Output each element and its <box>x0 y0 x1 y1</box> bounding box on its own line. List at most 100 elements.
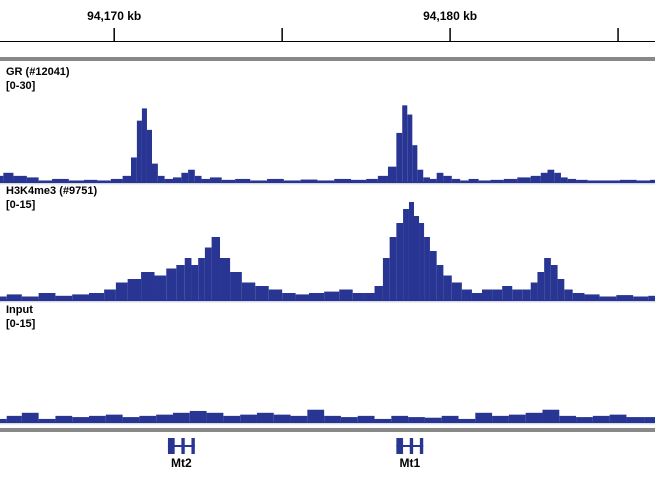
signal-bar <box>334 178 352 182</box>
signal-bar <box>189 410 207 422</box>
signal-bar <box>389 237 397 300</box>
signal-bar <box>72 294 90 300</box>
signal-bar <box>417 169 424 182</box>
signal-bar <box>122 417 140 422</box>
signal-bar <box>154 275 167 300</box>
signal-bar <box>38 418 56 422</box>
signal-bar <box>307 409 325 422</box>
signal-bar <box>560 177 568 182</box>
signal-bar <box>550 265 558 300</box>
signal-bar <box>352 293 365 300</box>
signal-bar <box>209 177 222 182</box>
signal-bar <box>564 289 573 300</box>
signal-bar <box>181 172 189 182</box>
signal-bar <box>184 258 192 300</box>
signal-bar <box>530 175 541 182</box>
signal-bar <box>211 237 221 300</box>
signal-bar <box>366 178 378 182</box>
signal-bar <box>572 293 585 300</box>
signal-bar <box>492 415 509 422</box>
ruler-tick-label: 94,170 kb <box>87 9 141 23</box>
track-range: [0-15] <box>6 199 36 211</box>
signal-bar <box>576 179 588 182</box>
signal-bar <box>576 417 593 422</box>
signal-bar <box>131 157 137 182</box>
signal-bar <box>592 415 610 422</box>
signal-bar <box>503 178 518 182</box>
signal-bar <box>110 178 123 182</box>
signal-bar <box>443 275 452 300</box>
signal-bar <box>377 175 388 182</box>
signal-bar <box>300 179 318 182</box>
signal-bar <box>522 289 531 300</box>
signal-bar <box>468 178 479 182</box>
track-name: Input <box>6 304 33 316</box>
signal-bar <box>283 180 301 182</box>
gene-0: Mt2 <box>167 438 195 470</box>
signal-bar <box>508 414 526 422</box>
signal-bar <box>166 268 177 300</box>
signal-bar <box>176 265 185 300</box>
signal-bar <box>423 177 430 182</box>
signal-bar <box>530 282 538 300</box>
signal-bar <box>458 418 476 422</box>
signal-bar <box>609 414 627 422</box>
signal-bar <box>26 177 39 182</box>
track-1: H3K4me3 (#9751) [0-15] <box>0 185 655 303</box>
signal-bar <box>478 180 491 182</box>
track-2: Input [0-15] <box>0 304 655 425</box>
signal-bar <box>268 289 283 300</box>
track-divider <box>0 57 655 61</box>
signal-bar <box>441 415 459 422</box>
signal-bar <box>461 289 472 300</box>
gene-track: Mt2 Mt1 <box>167 438 424 470</box>
signal-bar <box>72 417 90 422</box>
signal-bar <box>6 415 22 422</box>
signal-bar <box>204 247 212 300</box>
signal-bar <box>357 415 375 422</box>
signal-bar <box>502 286 513 300</box>
signal-bar <box>544 258 551 300</box>
signal-bar <box>273 414 291 422</box>
signal-bar <box>490 179 504 182</box>
signal-bar <box>136 120 142 182</box>
signal-bar <box>436 265 444 300</box>
signal-bar <box>424 237 430 300</box>
signal-bar <box>172 177 182 182</box>
signal-bar <box>38 180 53 182</box>
signal-bar <box>649 179 655 182</box>
track-range: [0-15] <box>6 318 36 330</box>
signal-bar <box>230 272 242 300</box>
signal-bar <box>402 105 408 182</box>
signal-bar <box>21 412 39 422</box>
signal-bar <box>396 223 404 300</box>
signal-bar <box>492 289 503 300</box>
signal-bar <box>104 289 116 300</box>
signal-bar <box>295 294 310 300</box>
signal-bar <box>198 258 205 300</box>
signal-bar <box>122 175 131 182</box>
gene-exon <box>181 438 185 454</box>
signal-bar <box>537 272 545 300</box>
signal-bar <box>619 179 637 182</box>
gene-1: Mt1 <box>396 438 424 470</box>
signal-bar <box>408 202 414 300</box>
signal-bar <box>387 166 397 182</box>
signal-bar <box>151 163 158 182</box>
track-name: H3K4me3 (#9751) <box>6 185 97 197</box>
signal-bar <box>633 296 649 300</box>
gene-exon <box>409 438 414 454</box>
track-0: GR (#12041) [0-30] <box>0 66 655 185</box>
signal-bar <box>0 175 4 182</box>
signal-bar <box>542 409 560 422</box>
signal-bar <box>255 286 269 300</box>
signal-bar <box>38 293 56 300</box>
signal-bar <box>540 172 548 182</box>
signal-bar <box>13 175 27 182</box>
signal-bar <box>419 223 425 300</box>
ruler-tick-label: 94,180 kb <box>423 9 477 23</box>
signal-bar <box>324 415 341 422</box>
signal-bar <box>127 279 142 300</box>
signal-bar <box>0 418 7 422</box>
